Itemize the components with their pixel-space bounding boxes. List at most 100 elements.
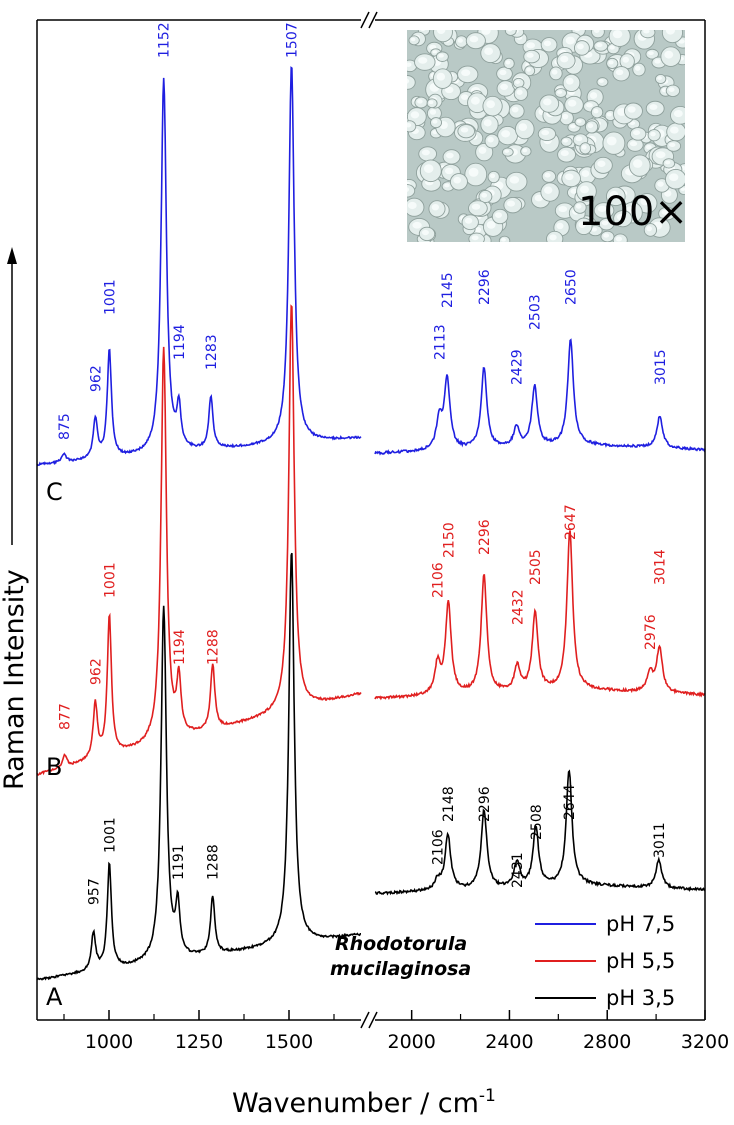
curve-letter-b: B (46, 753, 62, 781)
cell-highlight (558, 206, 568, 213)
cell-highlight (500, 83, 508, 90)
cell-highlight (640, 197, 650, 206)
curve-letter-a: A (46, 983, 63, 1011)
cell-highlight (574, 30, 580, 32)
peak-label: 2503 (528, 294, 544, 330)
cell-highlight (471, 235, 479, 241)
cell-highlight (664, 190, 672, 197)
cell-highlight (556, 222, 564, 230)
cell-highlight (453, 176, 462, 184)
legend-label-ph55: pH 5,5 (606, 949, 675, 973)
cell-highlight (650, 131, 656, 137)
cell-highlight (597, 160, 606, 167)
spectrum-line-low (36, 304, 362, 776)
y-axis-title: Raman Intensity (0, 247, 30, 790)
cell-highlight (446, 152, 454, 159)
x-tick-label: 1000 (85, 1031, 133, 1053)
cell-highlight (461, 94, 469, 100)
peak-label: 2644 (562, 784, 578, 820)
peak-label: 1288 (206, 844, 222, 880)
cell-highlight (649, 104, 658, 110)
cell-highlight (478, 146, 487, 154)
peak-label: 962 (88, 658, 104, 685)
peak-label: 1001 (102, 279, 118, 315)
x-axis-tick-labels: 1000 1250 1500 2000 2400 2800 3200 (85, 1031, 729, 1053)
cell-highlight (436, 72, 446, 81)
cell-highlight (420, 30, 426, 32)
micrograph-inset: 100× (407, 30, 688, 242)
cell-highlight (412, 221, 422, 229)
peak-label: 2429 (510, 349, 526, 385)
cell-highlight (673, 110, 683, 118)
x-tick-label: 3200 (681, 1031, 729, 1053)
cell-highlight (487, 136, 494, 143)
peak-label: 1283 (204, 334, 220, 370)
cell-highlight (481, 192, 488, 198)
cell-highlight (429, 44, 437, 50)
cell-highlight (410, 37, 416, 42)
peak-label: 2150 (441, 522, 457, 558)
cell-highlight (629, 141, 638, 147)
cell-highlight (468, 167, 479, 177)
cell-highlight (429, 109, 437, 115)
peak-label: 877 (58, 703, 74, 730)
cell-highlight (457, 38, 463, 43)
cell-highlight (577, 43, 584, 50)
cell-highlight (575, 204, 582, 209)
cell-highlight (407, 201, 417, 210)
cell-highlight (680, 187, 685, 191)
cell-highlight (534, 194, 543, 202)
peak-label: 1194 (172, 324, 188, 360)
cell-highlight (418, 57, 428, 64)
x-tick-label: 2000 (387, 1031, 435, 1053)
peak-label: 2106 (431, 829, 447, 865)
peak-label: 2508 (529, 804, 545, 840)
cell-highlight (657, 181, 664, 187)
cell-highlight (515, 80, 520, 84)
peak-label: 2432 (510, 589, 526, 625)
cell-highlight (587, 123, 594, 129)
cell-highlight (593, 108, 599, 114)
cell-highlight (606, 136, 617, 146)
cell-highlight (580, 185, 589, 194)
cell-highlight (407, 122, 412, 128)
cell-highlight (407, 62, 412, 67)
cell-highlight (565, 36, 575, 45)
peak-label: 1191 (171, 844, 187, 880)
axis-break-marks (360, 11, 378, 1029)
peak-label: 1507 (285, 22, 301, 58)
cell-highlight (590, 227, 598, 232)
peak-label: 2296 (477, 269, 493, 305)
peak-label: 962 (88, 365, 104, 392)
cell-highlight (526, 67, 531, 72)
cell-highlight (469, 35, 479, 43)
cell-highlight (410, 111, 420, 119)
cell-highlight (661, 209, 669, 215)
cell-highlight (616, 213, 626, 221)
cell-highlight (669, 142, 676, 148)
cell-highlight (560, 55, 569, 63)
cell-highlight (421, 149, 430, 156)
legend-label-ph35: pH 3,5 (606, 986, 675, 1010)
spectra-curves (36, 66, 706, 981)
cell-highlight (612, 30, 623, 39)
cell-highlight (460, 127, 469, 133)
cell-highlight (407, 187, 410, 192)
cell-highlight (665, 160, 671, 165)
peak-label: 2145 (440, 272, 456, 308)
cell-highlight (648, 51, 654, 56)
cell-highlight (557, 90, 563, 94)
x-tick-label: 1250 (175, 1031, 223, 1053)
peak-label: 1194 (172, 629, 188, 665)
cell-highlight (596, 43, 603, 48)
cell-highlight (615, 69, 624, 76)
cell-highlight (438, 53, 444, 58)
cell-highlight (436, 30, 446, 34)
cell-highlight (646, 226, 652, 232)
cell-highlight (475, 227, 482, 233)
cell-highlight (504, 149, 510, 153)
cell-highlight (608, 60, 614, 65)
cell-highlight (484, 47, 494, 56)
cell (504, 30, 517, 36)
cell-highlight (664, 50, 674, 59)
